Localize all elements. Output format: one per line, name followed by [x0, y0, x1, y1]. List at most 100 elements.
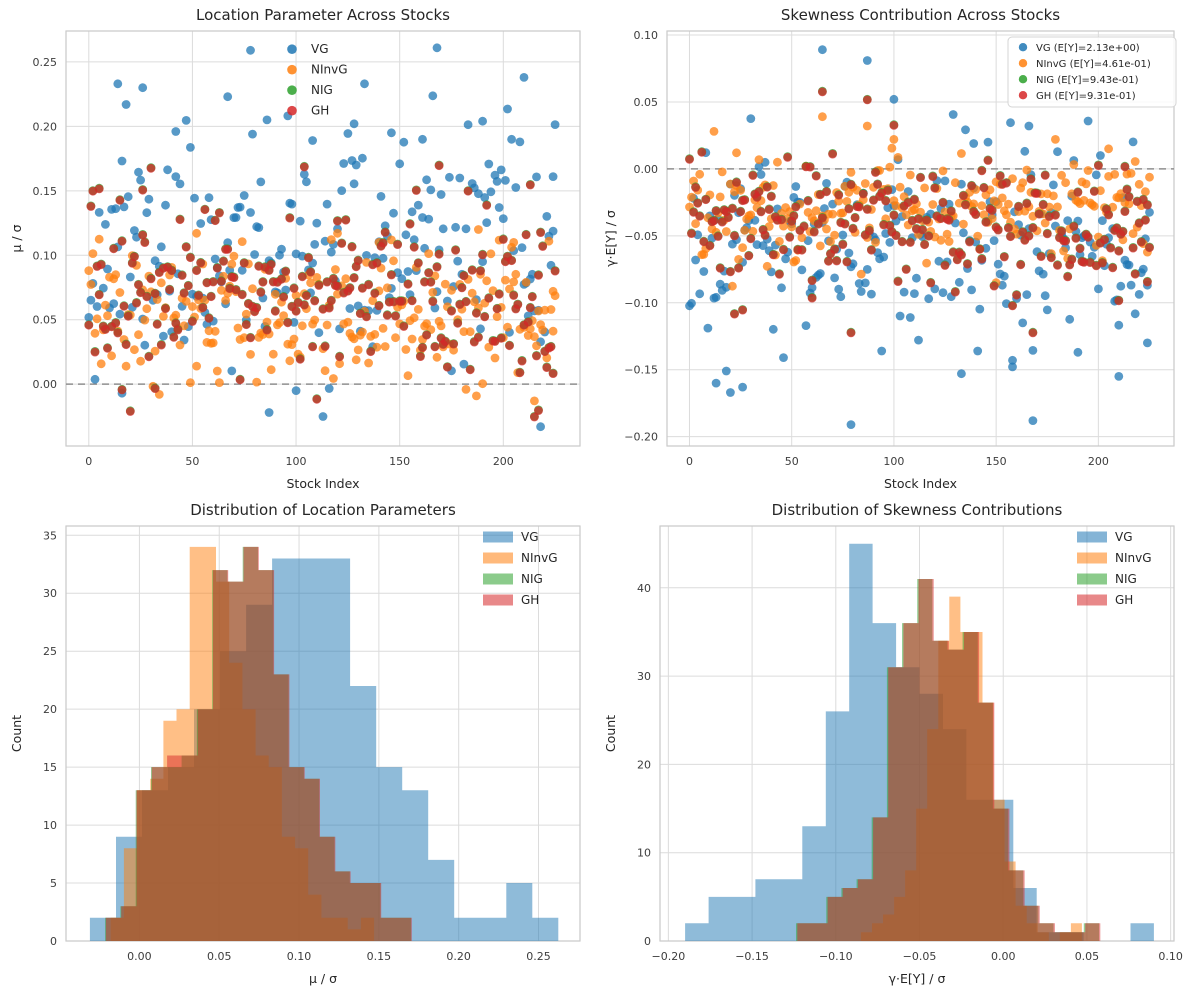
- x-tick-label: 200: [493, 455, 514, 468]
- y-tick-label: 0.25: [33, 56, 58, 69]
- legend-marker-NIG: [287, 85, 297, 95]
- y-tick-label: 0.00: [634, 163, 659, 176]
- x-tick-label: 0: [686, 455, 693, 468]
- legend-patch-NIG: [1077, 573, 1107, 585]
- legend-label: NIG (E[Y]=9.43e-01): [1036, 75, 1139, 86]
- y-axis-label: μ / σ: [9, 224, 24, 252]
- legend-marker-VG: [287, 44, 297, 54]
- y-tick-label: −0.20: [624, 431, 658, 444]
- x-tick-label: 150: [986, 455, 1007, 468]
- legend-label: NInvG: [1115, 551, 1152, 565]
- location-histogram-chart: 0.00 0.05 0.10 0.15 0.20 0.25 0 5 10 15 20 25 30 35 μ …: [0, 495, 594, 990]
- y-tick-label: 30: [637, 670, 651, 683]
- x-tick-label: −0.10: [819, 950, 853, 963]
- legend-label: NInvG: [521, 551, 558, 565]
- legend-patch-VG: [1077, 531, 1107, 543]
- legend-patch-NInvG: [483, 552, 513, 564]
- y-tick-label: 10: [637, 847, 651, 860]
- y-tick-label: 15: [43, 761, 57, 774]
- y-axis-label: γ·E[Y] / σ: [603, 210, 618, 267]
- y-tick-label: −0.10: [624, 297, 658, 310]
- legend-label: GH (E[Y]=9.31e-01): [1036, 91, 1136, 102]
- y-tick-label: 20: [43, 703, 57, 716]
- legend-marker-VG: [1018, 43, 1028, 52]
- chart-title: Distribution of Skewness Contributions: [772, 501, 1063, 519]
- legend-marker-NInvG: [1018, 59, 1028, 68]
- x-axis-label: Stock Index: [287, 476, 360, 491]
- y-tick-label: 0.20: [33, 120, 58, 133]
- legend-patch-NIG: [483, 573, 513, 585]
- x-tick-label: 0.10: [287, 950, 312, 963]
- legend-marker-GH: [1018, 91, 1028, 100]
- skewness-histogram-chart: −0.20 −0.15 −0.10 −0.05 0.00 0.05 0.10 0 10 20 30 4…: [594, 495, 1188, 990]
- y-tick-label: 0: [644, 935, 651, 948]
- x-tick-label: 0.25: [526, 950, 551, 963]
- x-axis-label: γ·E[Y] / σ: [889, 971, 946, 986]
- y-tick-label: 0.05: [634, 96, 659, 109]
- chart-title: Location Parameter Across Stocks: [196, 6, 450, 24]
- legend-label: VG: [521, 530, 539, 544]
- legend-label: NIG: [311, 83, 333, 97]
- y-tick-label: 0.05: [33, 314, 58, 327]
- hist-series-GH: [105, 546, 412, 941]
- legend-label: VG: [1115, 530, 1133, 544]
- x-tick-label: 100: [883, 455, 904, 468]
- legend-label: NIG: [521, 572, 543, 586]
- x-tick-label: 50: [185, 455, 199, 468]
- y-tick-label: 35: [43, 529, 57, 542]
- y-axis-label: Count: [603, 715, 618, 752]
- subplot-skewness-histogram: −0.20 −0.15 −0.10 −0.05 0.00 0.05 0.10 0 10 20 30 4…: [594, 495, 1188, 990]
- y-tick-label: 25: [43, 645, 57, 658]
- x-tick-label: −0.05: [903, 950, 937, 963]
- legend-marker-GH: [287, 105, 297, 116]
- x-tick-label: 0.05: [1075, 950, 1100, 963]
- y-tick-label: 0: [50, 935, 57, 948]
- legend-patch-NInvG: [1077, 552, 1107, 564]
- y-tick-label: 20: [637, 758, 651, 771]
- legend-label: GH: [1115, 593, 1133, 607]
- y-tick-label: 0.10: [634, 29, 659, 42]
- subplot-skewness-scatter: 0 50 100 150 200 −0.20 −0.15 −0.10 −0.05 0.00 0.05…: [594, 0, 1188, 495]
- x-tick-label: 0.00: [991, 950, 1016, 963]
- y-tick-label: 0.10: [33, 249, 58, 262]
- x-tick-label: −0.15: [735, 950, 769, 963]
- x-axis-label: μ / σ: [309, 971, 337, 986]
- scatter-series-GH: [685, 87, 1154, 338]
- legend-label: NInvG: [311, 63, 348, 77]
- x-tick-label: 0.10: [1158, 950, 1183, 963]
- legend-label: NIG: [1115, 572, 1137, 586]
- subplot-location-histogram: 0.00 0.05 0.10 0.15 0.20 0.25 0 5 10 15 20 25 30 35 μ …: [0, 495, 594, 990]
- legend-patch-VG: [483, 531, 513, 543]
- x-tick-label: 50: [785, 455, 799, 468]
- chart-title: Skewness Contribution Across Stocks: [781, 6, 1060, 24]
- location-scatter-chart: 0 50 100 150 200 0.00 0.05 0.10 0.15 0.20 0.25 Stoc…: [0, 0, 594, 495]
- scatter-series-GH: [84, 161, 560, 422]
- skewness-scatter-chart: 0 50 100 150 200 −0.20 −0.15 −0.10 −0.05 0.00 0.05…: [594, 0, 1188, 495]
- y-tick-label: 5: [50, 877, 57, 890]
- chart-title: Distribution of Location Parameters: [190, 501, 456, 519]
- legend-label: GH: [521, 593, 539, 607]
- legend-label: VG: [311, 42, 329, 56]
- x-axis-label: Stock Index: [884, 476, 957, 491]
- subplot-location-scatter: 0 50 100 150 200 0.00 0.05 0.10 0.15 0.20 0.25 Stoc…: [0, 0, 594, 495]
- y-tick-label: 0.15: [33, 185, 58, 198]
- legend-patch-GH: [1077, 594, 1107, 606]
- y-tick-label: 40: [637, 582, 651, 595]
- legend-marker-NIG: [1018, 75, 1028, 84]
- x-tick-label: 0.00: [127, 950, 152, 963]
- legend-label: VG (E[Y]=2.13e+00): [1036, 43, 1140, 54]
- y-tick-label: −0.15: [624, 364, 658, 377]
- legend-marker-NInvG: [287, 64, 297, 75]
- x-tick-label: 150: [389, 455, 410, 468]
- x-tick-label: 200: [1088, 455, 1109, 468]
- y-axis-label: Count: [9, 715, 24, 752]
- x-tick-label: 0: [85, 455, 92, 468]
- legend-label: GH: [311, 104, 329, 118]
- legend-patch-GH: [483, 594, 513, 606]
- hist-series-GH: [797, 579, 1101, 941]
- y-tick-label: 30: [43, 587, 57, 600]
- x-tick-label: 0.15: [367, 950, 392, 963]
- x-tick-label: 0.20: [446, 950, 471, 963]
- x-tick-label: 100: [286, 455, 307, 468]
- x-tick-label: −0.20: [652, 950, 686, 963]
